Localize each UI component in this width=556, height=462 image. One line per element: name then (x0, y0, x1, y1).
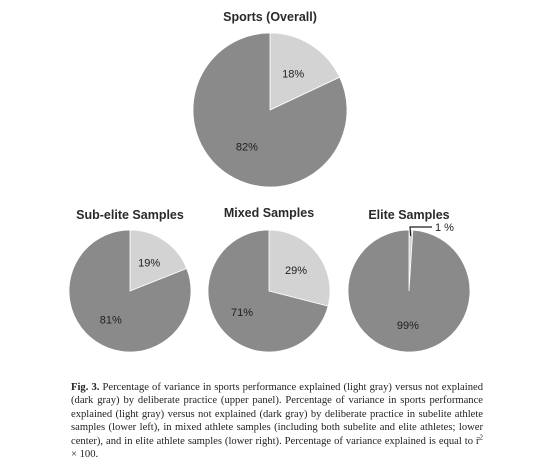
pie-slice-label-explained: 1 % (435, 222, 454, 234)
pie-chart-2: Sub-elite Samples 19% 81% (68, 208, 192, 353)
pie-slice-not-explained (347, 229, 471, 353)
pie-slice-explained (129, 229, 188, 292)
pie-chart-1: Sports (Overall) 18% 82% (192, 10, 348, 188)
pie-chart-title: Elite Samples (368, 208, 449, 222)
caption-text: Percentage of variance in sports perform… (71, 381, 483, 447)
pie-chart-title: Mixed Samples (224, 206, 314, 220)
pie-slice-label-explained: 19% (138, 258, 160, 270)
pie-chart-title: Sub-elite Samples (76, 208, 184, 222)
pie-slice-not-explained (192, 32, 348, 188)
pie-slice-explained (269, 32, 341, 111)
pie-slice-label-not-explained: 81% (100, 314, 122, 326)
pie-slice-label-explained: 18% (282, 69, 304, 81)
pie-charts-canvas: Sports (Overall) 18% 82% Sub-elite Samples 1… (68, 10, 471, 353)
pie-slice-label-not-explained: 71% (231, 307, 253, 319)
pie-slice-leader-line (409, 226, 432, 237)
pie-slice-label-explained: 29% (285, 265, 307, 277)
pie-chart-3: Mixed Samples 29% 71% (207, 206, 331, 353)
pie-slice-label-not-explained: 82% (236, 141, 258, 153)
pie-slice-not-explained (68, 229, 192, 353)
pie-slice-explained (268, 229, 331, 307)
caption-r-symbol: r̄ (475, 435, 480, 447)
pie-slice-label-not-explained: 99% (397, 320, 419, 332)
caption-r-exponent: 2 (479, 433, 484, 442)
caption-text-end: × 100. (71, 449, 99, 461)
figure-caption: Fig. 3. Percentage of variance in sports… (71, 381, 483, 462)
pie-slice-not-explained (207, 229, 329, 353)
pie-chart-title: Sports (Overall) (223, 10, 317, 24)
caption-figure-label: Fig. 3. (71, 381, 100, 393)
